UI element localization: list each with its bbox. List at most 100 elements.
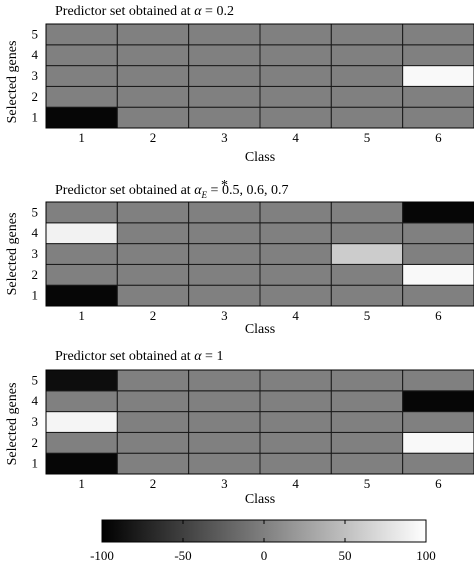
heatmap-panel-3: Predictor set obtained at α = 1 Selected… [5,349,474,507]
heatmap-cell [45,201,118,224]
heatmap-cell [116,201,190,224]
heatmap-cell [330,411,404,433]
panel-3-yticks: 1 2 3 4 5 [32,372,39,470]
heatmap-cell [116,106,190,129]
plot-frame [45,201,474,307]
y-tick-label: 3 [32,414,39,429]
heatmap-cell [116,431,190,454]
heatmap-cell [330,369,404,392]
colorbar-tick-label: 50 [339,548,352,563]
x-tick-label: 5 [364,130,371,145]
heatmap-cell [188,263,261,286]
heatmap-cell [188,390,261,413]
heatmap-cell [116,390,190,413]
panel-3-ylabel: Selected genes [5,383,20,466]
x-tick-label: 2 [150,476,157,491]
x-tick-label: 3 [221,476,228,491]
x-tick-label: 4 [292,476,299,491]
heatmap-cell [330,85,404,108]
heatmap-cell [259,411,332,433]
heatmap-cell [45,452,118,475]
heatmap-cell [45,85,118,108]
heatmap-cell [402,222,474,245]
panel-2-yticks: 1 2 3 4 5 [32,204,39,302]
heatmap-cell [330,452,404,475]
heatmap-cell [330,284,404,307]
y-tick-label: 1 [32,288,39,303]
panel-2-ylabel: Selected genes [5,213,20,296]
heatmap-cell [188,222,261,245]
heatmap-cell [259,65,332,87]
heatmap-cell [259,263,332,286]
heatmap-cell [402,284,474,307]
y-tick-label: 4 [32,47,39,62]
x-tick-label: 4 [292,130,299,145]
heatmap-cell [402,263,474,286]
heatmap-cell [402,411,474,433]
heatmap-cell [330,44,404,67]
y-tick-label: 2 [32,89,39,104]
panel-1-cells [45,23,474,129]
y-tick-label: 1 [32,456,39,471]
x-tick-label: 1 [78,308,85,323]
colorbar-tick-label: 100 [416,548,436,563]
heatmap-cell [188,106,261,129]
heatmap-cell [188,452,261,475]
plot-frame [45,369,474,475]
heatmap-cell [188,284,261,307]
heatmap-cell [45,106,118,129]
panel-1-title: Predictor set obtained at α = 0.2 [55,4,234,19]
y-tick-label: 3 [32,68,39,83]
y-tick-label: 5 [32,204,39,219]
x-tick-label: 4 [292,308,299,323]
heatmap-cell [188,44,261,67]
heatmap-cell [330,222,404,245]
heatmap-cell [188,65,261,87]
colorbar: -100 -50 0 50 100 [90,519,436,563]
heatmap-cell [188,85,261,108]
x-tick-label: 2 [150,130,157,145]
heatmap-cell [45,431,118,454]
panel-1-xlabel: Class [245,150,275,165]
heatmap-cell [402,369,474,392]
panel-1-ylabel: Selected genes [5,41,20,124]
heatmap-cell [330,390,404,413]
heatmap-cell [259,201,332,224]
heatmap-cell [259,44,332,67]
heatmap-cell [45,65,118,87]
heatmap-cell [188,201,261,224]
heatmap-cell [116,263,190,286]
heatmap-panel-2: Predictor set obtained at αE = 0.5, 0.6,… [5,178,474,337]
panel-3-cells [45,369,474,475]
y-tick-label: 2 [32,435,39,450]
heatmap-cell [116,284,190,307]
colorbar-tick-label: -100 [90,548,114,563]
heatmap-cell [188,369,261,392]
heatmap-cell [402,44,474,67]
heatmap-cell [259,284,332,307]
heatmap-cell [402,201,474,224]
heatmap-cell [45,44,118,67]
heatmap-cell [259,390,332,413]
x-tick-label: 6 [435,130,442,145]
heatmap-cell [402,65,474,87]
heatmap-cell [259,222,332,245]
panel-3-title: Predictor set obtained at α = 1 [55,349,223,364]
panel-2-xlabel: Class [245,322,275,337]
heatmap-cell [45,369,118,392]
heatmap-cell [330,23,404,46]
heatmap-cell [330,106,404,129]
panel-2-cells [45,201,474,307]
heatmap-cell [259,369,332,392]
heatmap-cell [402,390,474,413]
x-tick-label: 3 [221,130,228,145]
heatmap-cell [116,65,190,87]
heatmap-cell [402,23,474,46]
y-tick-label: 1 [32,110,39,125]
heatmap-cell [45,243,118,265]
colorbar-tick-label: -50 [174,548,191,563]
y-tick-label: 3 [32,246,39,261]
heatmap-cell [45,284,118,307]
heatmap-cell [330,201,404,224]
